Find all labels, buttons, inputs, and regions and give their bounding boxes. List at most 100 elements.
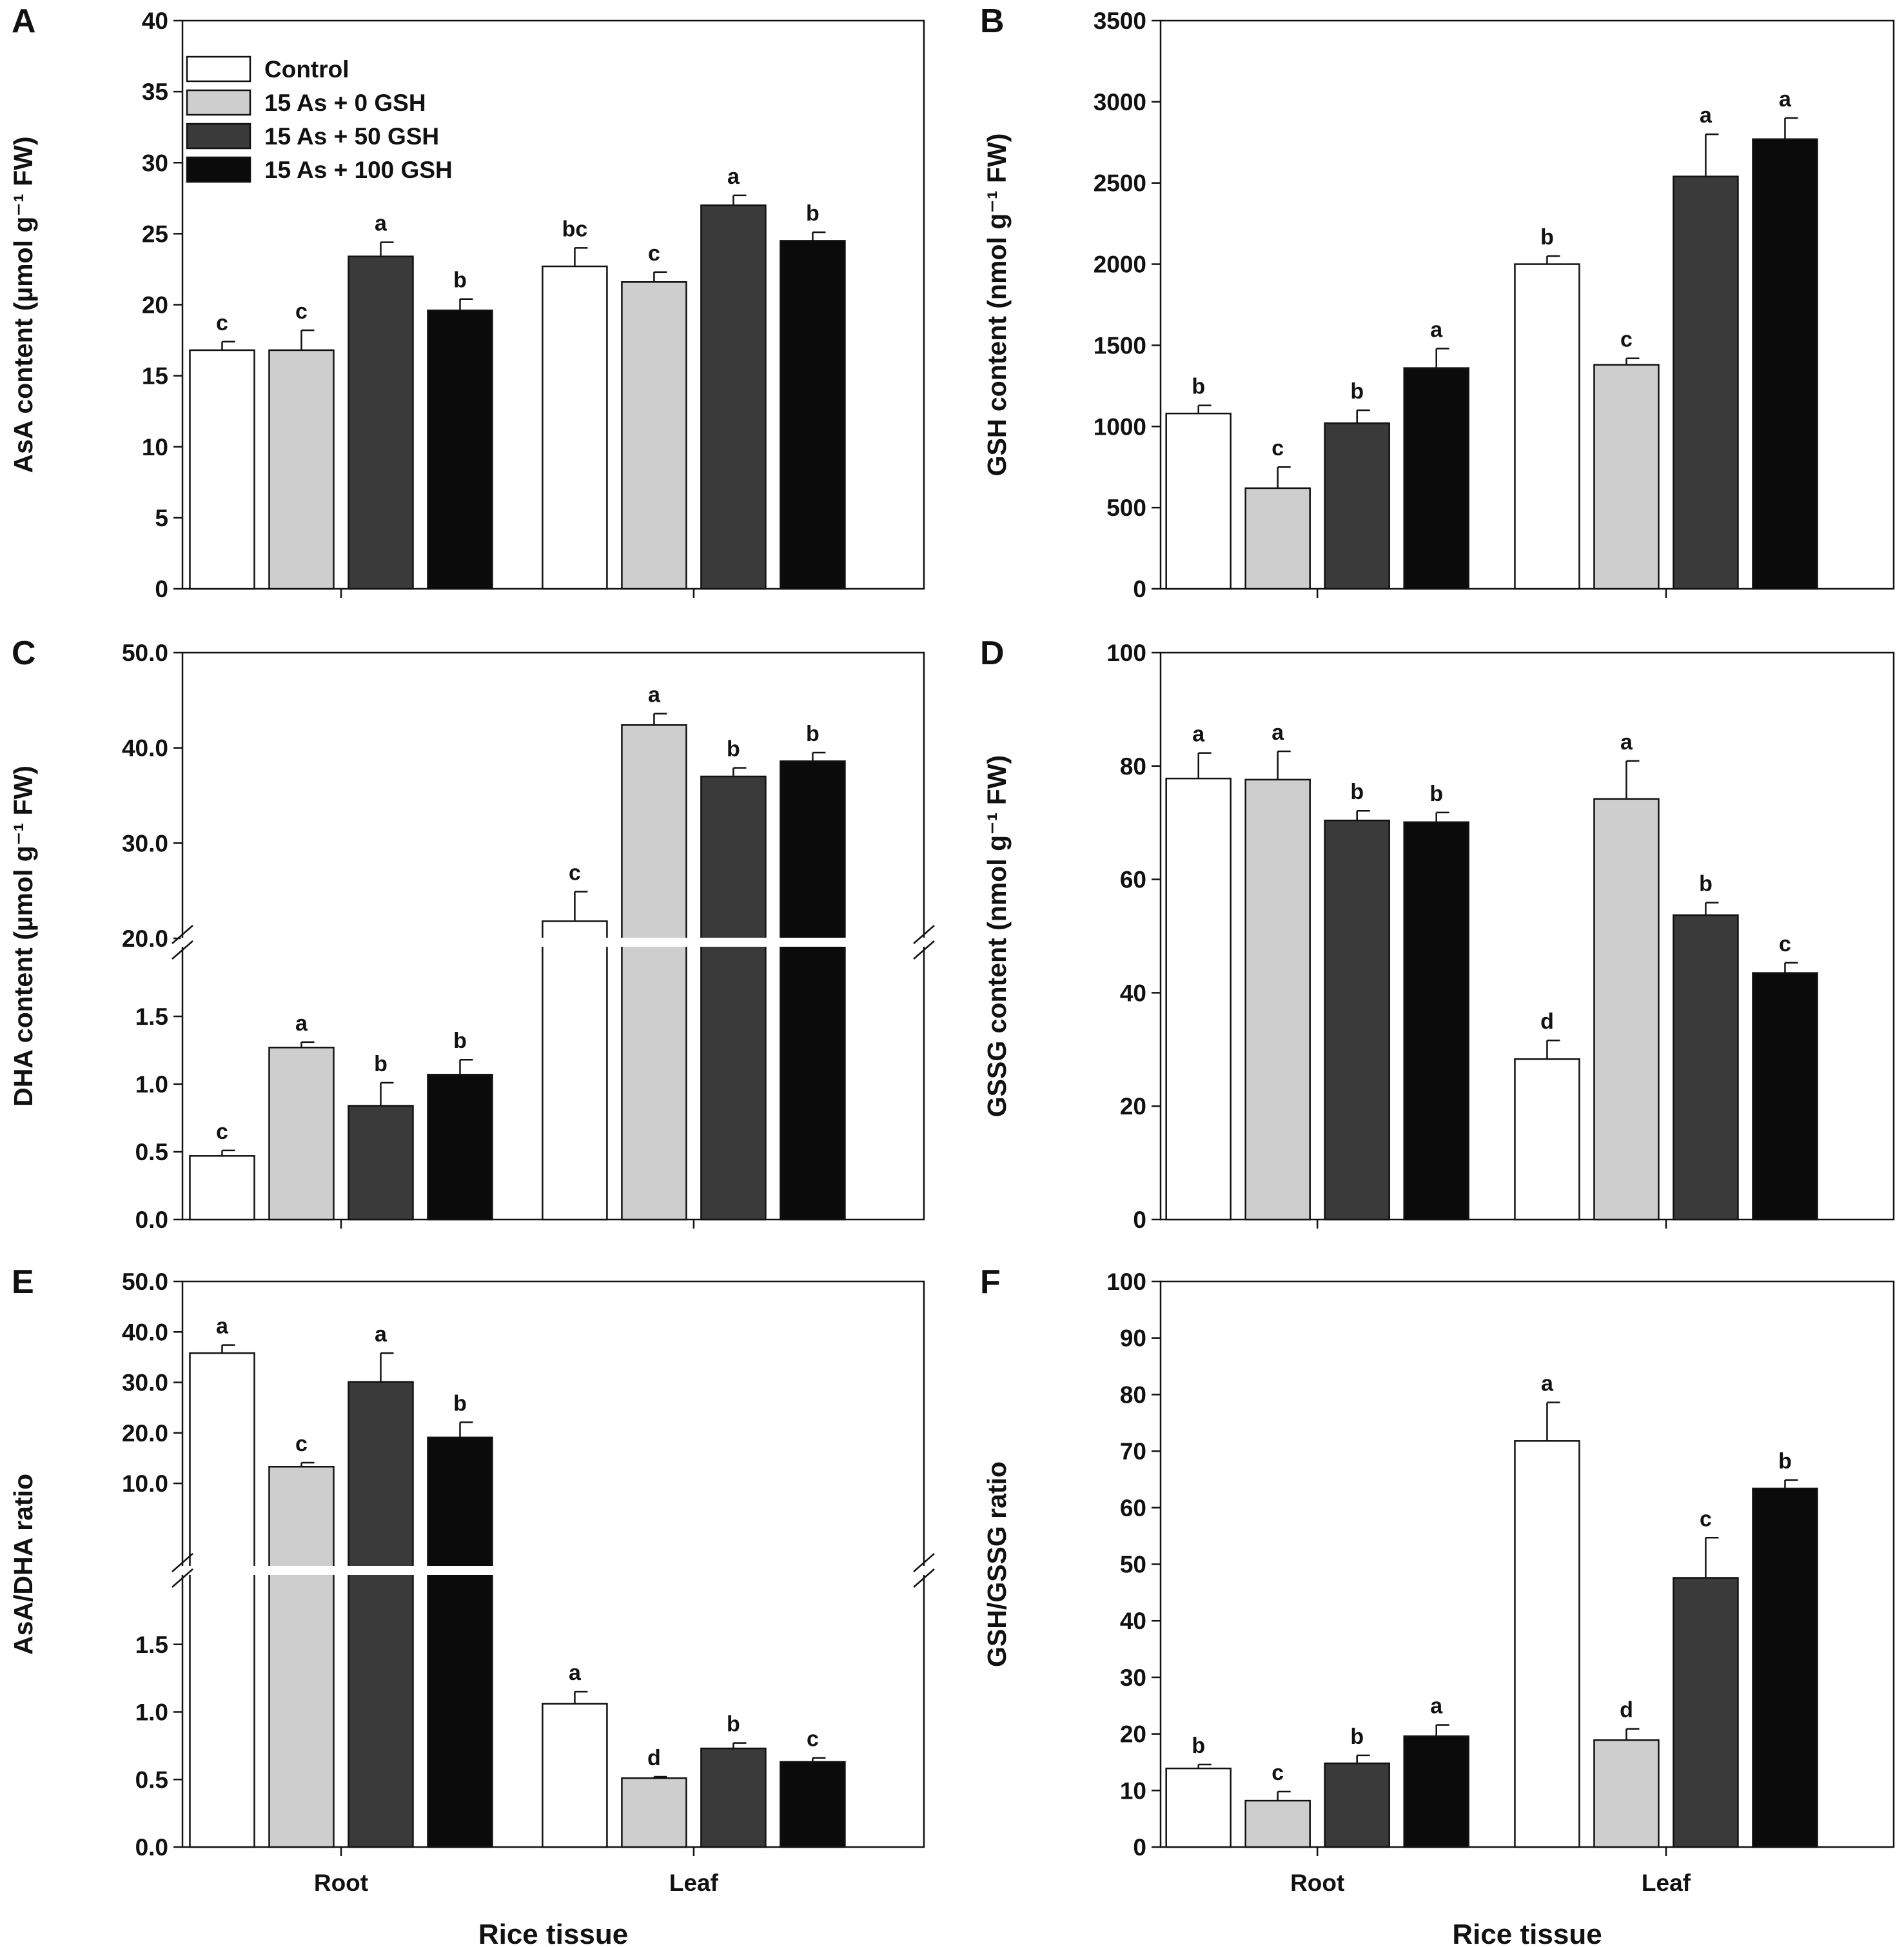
y-axis-title: AsA content (µmol g⁻¹ FW)	[8, 136, 38, 473]
panel-letter: C	[12, 635, 36, 672]
legend-label: 15 As + 50 GSH	[264, 123, 439, 150]
x-category-label: Root	[314, 1870, 368, 1896]
bar	[621, 281, 687, 590]
legend: Control 15 As + 0 GSH 15 As + 50 GSH 15 As …	[186, 55, 453, 183]
y-tick-label: 0.0	[135, 1207, 168, 1233]
significance-letter: a	[1700, 103, 1713, 128]
significance-letter: c	[1620, 328, 1633, 352]
y-tick-label: 80	[1120, 753, 1146, 780]
significance-letter: a	[569, 1661, 582, 1685]
axis-break-gap	[184, 938, 923, 947]
bar	[1403, 1735, 1469, 1848]
significance-letter: c	[216, 311, 228, 335]
bar	[1324, 422, 1390, 590]
y-tick-label: 20.0	[122, 925, 168, 952]
y-tick-label: 1.0	[135, 1071, 168, 1098]
x-axis-title: Rice tissue	[478, 1919, 628, 1947]
y-tick-label: 0	[1133, 1834, 1146, 1861]
bar	[1165, 777, 1232, 1221]
significance-letter: a	[295, 1011, 308, 1036]
panel-b: 0 500 1000 1500 2000 2500 3000 3500 b b c c b a a a B GSH…	[980, 3, 1895, 602]
axis-break-mark	[172, 940, 193, 960]
axis-break-mark	[172, 925, 193, 944]
y-tick-label: 5	[155, 505, 168, 531]
significance-letter: b	[1350, 379, 1364, 404]
bar	[542, 265, 608, 590]
significance-letter: b	[1192, 1734, 1205, 1758]
significance-letter: d	[1620, 1698, 1633, 1723]
bar	[189, 1155, 255, 1221]
bar	[1514, 1440, 1580, 1848]
panel-letter: E	[12, 1263, 34, 1301]
bar	[1514, 263, 1580, 590]
legend-label: Control	[264, 56, 349, 83]
bar	[268, 349, 335, 590]
bar	[1593, 798, 1660, 1221]
axis-break-mark	[913, 1568, 935, 1588]
y-tick-label: 40	[142, 8, 168, 34]
significance-letter: bc	[562, 217, 588, 241]
y-tick-label: 20	[1120, 1093, 1146, 1120]
y-tick-label: 90	[1120, 1325, 1146, 1352]
bar	[1673, 175, 1739, 590]
axis-break-mark	[913, 925, 935, 944]
y-tick-label: 50.0	[122, 640, 168, 666]
significance-letter: b	[453, 268, 467, 293]
bar	[1593, 364, 1660, 590]
y-tick-label: 1000	[1094, 413, 1146, 440]
y-tick-label: 50	[1120, 1552, 1146, 1578]
bar	[348, 255, 414, 590]
significance-letter: a	[727, 164, 740, 189]
axis-break-gap	[181, 1566, 185, 1575]
bar	[189, 1352, 255, 1848]
bar	[1244, 487, 1311, 590]
axis-break-mark	[172, 1568, 193, 1588]
y-axis-title: AsA/DHA ratio	[8, 1474, 38, 1655]
bar	[1165, 1767, 1232, 1848]
significance-letter: b	[1540, 225, 1554, 250]
y-tick-label: 0.0	[135, 1834, 168, 1861]
bar	[1514, 1058, 1580, 1221]
y-tick-label: 10	[1120, 1777, 1146, 1804]
y-tick-label: 2500	[1094, 170, 1146, 197]
significance-letter: a	[1620, 730, 1633, 755]
y-tick-label: 80	[1120, 1381, 1146, 1408]
y-tick-label: 1.5	[135, 1632, 168, 1658]
y-tick-label: 500	[1106, 495, 1146, 521]
significance-letter: b	[1429, 782, 1443, 806]
y-tick-label: 15	[142, 363, 168, 390]
bar	[348, 1105, 414, 1221]
significance-letter: a	[648, 683, 661, 707]
panel-f: 0 10 20 30 40 50 60 70 80 90 100 b a c d b c a b F GSH/GSSG …	[980, 1263, 1895, 1947]
legend-label: 15 As + 0 GSH	[264, 90, 426, 116]
bar	[1403, 821, 1469, 1221]
bar	[780, 1761, 846, 1848]
significance-letter: c	[1271, 436, 1284, 460]
bar	[700, 775, 767, 1221]
y-tick-label: 10	[142, 434, 168, 460]
x-category-label: Root	[1290, 1870, 1344, 1896]
significance-letter: b	[453, 1391, 467, 1416]
legend-swatch	[186, 55, 251, 83]
x-category-label: Leaf	[669, 1870, 719, 1896]
x-axis-title: Rice tissue	[1452, 1919, 1602, 1947]
bar	[1752, 972, 1818, 1221]
y-axis-title: GSH content (nmol g⁻¹ FW)	[982, 133, 1012, 477]
bar	[621, 1777, 687, 1848]
significance-letter: b	[453, 1029, 467, 1053]
y-tick-label: 10.0	[122, 1470, 168, 1497]
axis-break-gap	[922, 1566, 927, 1575]
y-tick-label: 20	[1120, 1721, 1146, 1748]
legend-label: 15 As + 100 GSH	[264, 157, 453, 183]
significance-letter: b	[1778, 1449, 1792, 1474]
y-tick-label: 60	[1120, 867, 1146, 893]
significance-letter: c	[295, 299, 308, 324]
significance-letter: c	[807, 1727, 819, 1752]
y-tick-label: 70	[1120, 1438, 1146, 1465]
significance-letter: c	[569, 861, 581, 885]
y-axis-title: DHA content (µmol g⁻¹ FW)	[8, 766, 38, 1107]
bar	[427, 1074, 493, 1221]
y-tick-label: 20	[142, 292, 168, 319]
bar	[700, 1747, 767, 1848]
